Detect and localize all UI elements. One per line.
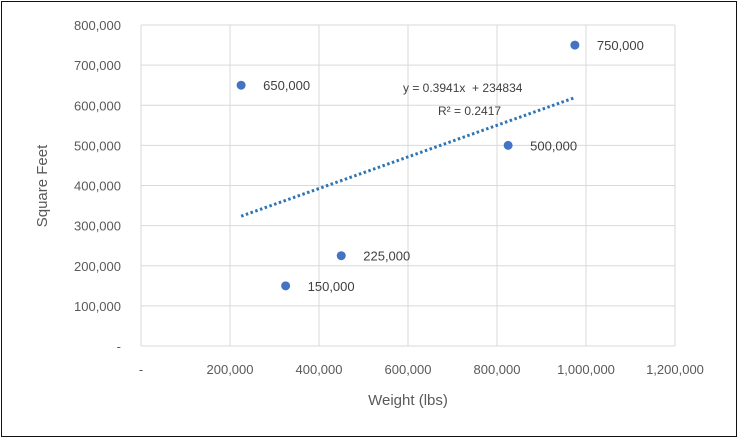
data-label: 225,000 [363, 249, 410, 264]
trendline [240, 96, 576, 218]
data-point [503, 140, 513, 150]
y-tick-label: 600,000 [74, 98, 121, 113]
data-point [336, 251, 346, 261]
y-tick-label: 800,000 [74, 18, 121, 33]
y-tick-label: 300,000 [74, 219, 121, 234]
data-points [236, 40, 580, 291]
x-tick-label: 200,000 [207, 362, 254, 377]
data-label: 500,000 [530, 138, 577, 153]
tick-labels: - 200,000 400,000 600,000 800,000 1,000,000 1,… [74, 18, 704, 377]
x-tick-label: - [139, 362, 143, 377]
y-tick-label: 500,000 [74, 138, 121, 153]
trendline-group [240, 96, 576, 218]
gridlines [140, 24, 676, 347]
y-tick-label: - [117, 339, 121, 354]
data-point [281, 281, 291, 291]
data-label: 650,000 [263, 78, 310, 93]
x-axis-title: Weight (lbs) [368, 392, 448, 409]
x-tick-label: 1,000,000 [557, 362, 615, 377]
x-tick-label: 600,000 [385, 362, 432, 377]
y-tick-label: 200,000 [74, 259, 121, 274]
data-label: 150,000 [308, 279, 355, 294]
data-label: 750,000 [597, 38, 644, 53]
data-point [236, 80, 246, 90]
trendline-equation: y = 0.3941x + 234834 [403, 81, 523, 95]
x-tick-label: 800,000 [474, 362, 521, 377]
y-tick-label: 700,000 [74, 58, 121, 73]
x-tick-label: 400,000 [296, 362, 343, 377]
data-point [570, 40, 580, 50]
trendline-r-squared: R² = 0.2417 [438, 104, 501, 118]
y-axis-title: Square Feet [34, 144, 51, 227]
y-tick-label: 400,000 [74, 179, 121, 194]
y-tick-label: 100,000 [74, 299, 121, 314]
data-labels: 650,000 150,000 225,000 500,000 750,000 [263, 38, 644, 294]
x-tick-label: 1,200,000 [646, 362, 704, 377]
